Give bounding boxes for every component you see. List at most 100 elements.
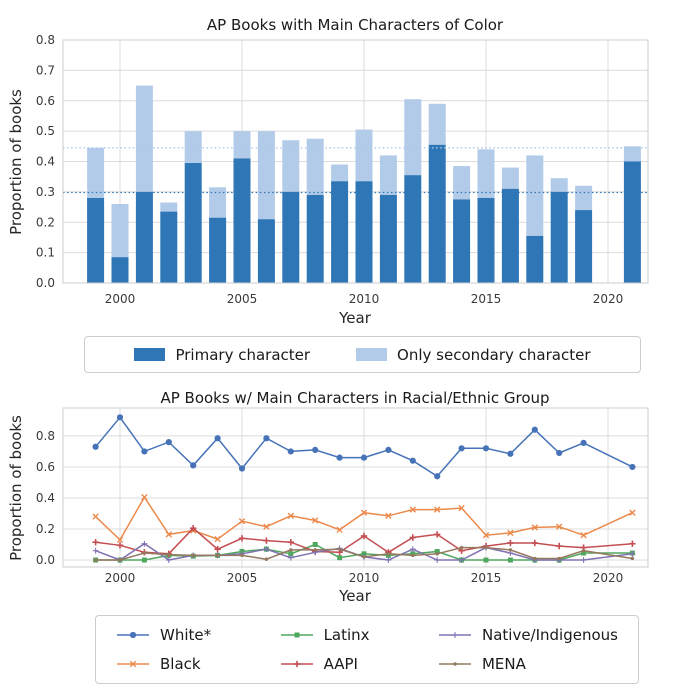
bar-primary	[623, 161, 641, 283]
marker-x	[336, 526, 343, 533]
marker-x	[580, 532, 587, 539]
marker-circle	[556, 449, 563, 457]
bar-secondary	[404, 99, 422, 176]
black-series-swatch	[116, 657, 150, 671]
bar-primary	[306, 194, 324, 283]
legend-item-aapi: AAPI	[280, 655, 370, 673]
marker-square	[337, 555, 343, 561]
marker-circle	[116, 414, 124, 421]
bar-secondary	[184, 131, 202, 164]
x-tick-label: 2005	[227, 571, 258, 585]
marker-dot	[453, 662, 457, 666]
marker-dot	[142, 551, 147, 555]
marker-square	[294, 632, 300, 638]
bar-primary	[331, 181, 349, 283]
marker-x	[165, 531, 172, 538]
marker-circle	[482, 445, 490, 452]
bar-secondary	[282, 140, 300, 192]
bar-secondary	[306, 138, 324, 195]
marker-circle	[92, 443, 99, 450]
marker-circle	[190, 462, 197, 469]
plot-border	[62, 39, 649, 284]
bar-secondary	[87, 147, 105, 198]
marker-circle	[336, 454, 343, 461]
bar-chart-legend: Primary character Only secondary charact…	[84, 336, 641, 373]
y-tick-label: 0.1	[36, 246, 55, 260]
stacked-bar-chart: 0.0 0.1 0.2 0.3 0.4 0.5 0.6 0.7 0.8 2000 2005 2010 2…	[7, 16, 649, 327]
marker-square	[483, 557, 489, 563]
x-tick-label: 2010	[349, 292, 380, 306]
marker-circle	[312, 446, 319, 453]
legend-label: Only secondary character	[397, 345, 591, 364]
marker-x	[458, 504, 465, 512]
marker-x	[141, 494, 148, 501]
marker-circle	[214, 435, 221, 442]
marker-x	[312, 517, 319, 524]
native-indigenous-series-swatch	[438, 628, 472, 642]
legend-label: White*	[160, 625, 212, 644]
bar-secondary	[233, 131, 251, 159]
line-chart-y-axis-label: Proportion of books	[7, 415, 25, 561]
legend-line-sample	[117, 661, 149, 668]
bar-primary	[111, 257, 129, 283]
legend-item-native-indigenous: Native/Indigenous	[438, 626, 618, 644]
x-tick-label: 2020	[593, 292, 624, 306]
series-line-black	[95, 495, 633, 542]
marker-dot	[337, 547, 342, 551]
bar-primary	[428, 144, 446, 283]
marker-dot	[240, 553, 244, 558]
marker-dot	[313, 548, 317, 552]
marker-x	[434, 506, 441, 513]
marker-circle	[287, 448, 294, 455]
marker-square	[288, 551, 294, 557]
marker-dot	[459, 545, 464, 550]
marker-dot	[93, 558, 98, 562]
bar-primary	[355, 181, 373, 283]
bar-primary	[257, 219, 275, 283]
y-tick-label: 0.2	[36, 215, 55, 229]
bar-secondary	[526, 155, 544, 236]
marker-x	[531, 524, 538, 531]
bar-secondary	[575, 185, 593, 211]
bar-chart-marks: 0.0 0.1 0.2 0.3 0.4 0.5 0.6 0.7 0.8 2000 2005 2010 2…	[36, 33, 649, 306]
y-tick-label: 0.0	[36, 276, 55, 290]
bar-primary	[404, 175, 422, 283]
bar-chart-x-axis-label: Year	[338, 309, 372, 327]
legend-item-latinx: Latinx	[280, 626, 370, 644]
marker-dot	[289, 548, 293, 552]
y-tick-label: 0.6	[36, 94, 55, 108]
bar-secondary	[331, 164, 349, 182]
marker-dot	[362, 555, 366, 559]
bar-primary	[379, 194, 397, 283]
marker-circle	[458, 445, 465, 452]
legend-item-primary-character: Primary character	[134, 346, 310, 364]
x-tick-label: 2005	[227, 292, 258, 306]
marker-x	[360, 509, 368, 516]
marker-x	[629, 509, 636, 516]
marker-dot	[508, 548, 513, 552]
series-line-white-	[95, 416, 633, 478]
mena-series-swatch	[438, 657, 472, 671]
bar-primary	[575, 210, 593, 283]
legend-label: MENA	[481, 655, 526, 674]
bar-chart-title: AP Books with Main Characters of Color	[207, 16, 504, 34]
marker-x	[287, 512, 294, 520]
legend-label: AAPI	[323, 655, 358, 674]
marker-square	[361, 551, 367, 557]
marker-x	[116, 536, 124, 544]
bar-primary	[184, 163, 202, 283]
bar-secondary	[477, 149, 495, 198]
legend-item-mena: MENA	[438, 655, 618, 673]
white-series-swatch	[116, 628, 150, 642]
legend-line-sample	[280, 632, 313, 638]
marker-circle	[507, 450, 514, 457]
marker-dot	[581, 549, 586, 553]
bar-secondary	[453, 166, 471, 200]
bar-chart-y-axis-label: Proportion of books	[7, 89, 25, 235]
primary-character-swatch	[134, 348, 166, 361]
marker-circle	[238, 465, 246, 472]
bar-primary	[135, 191, 153, 283]
y-tick-label: 0.8	[36, 33, 55, 47]
y-tick-label: 0.4	[36, 155, 55, 169]
